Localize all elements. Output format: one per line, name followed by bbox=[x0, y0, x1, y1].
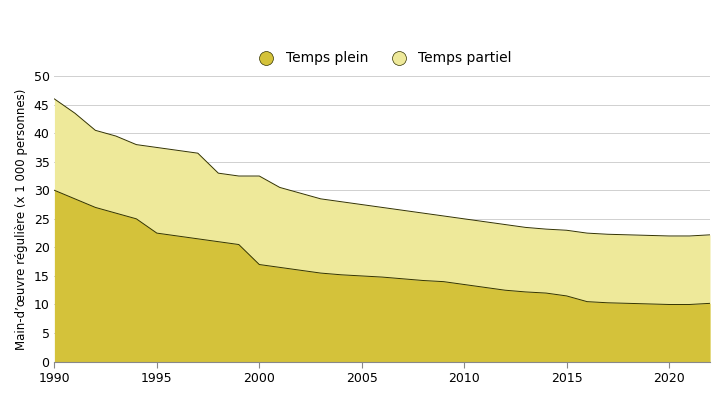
Y-axis label: Main-d’œuvre régulière (x 1 000 personnes): Main-d’œuvre régulière (x 1 000 personne… bbox=[15, 88, 28, 350]
Legend: Temps plein, Temps partiel: Temps plein, Temps partiel bbox=[247, 46, 518, 71]
